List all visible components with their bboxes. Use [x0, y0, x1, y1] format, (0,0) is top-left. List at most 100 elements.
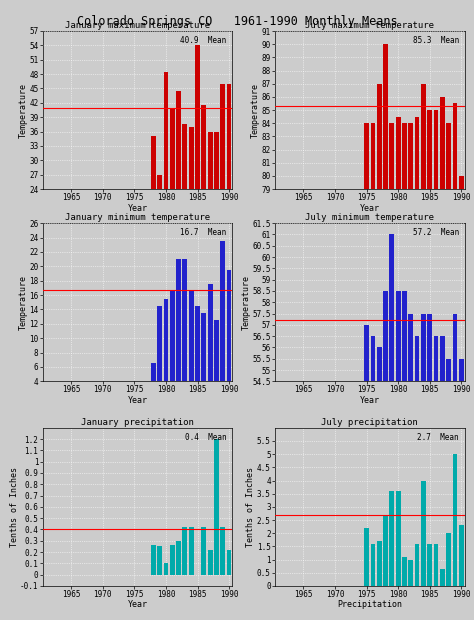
Title: July minimum temperature: July minimum temperature — [305, 213, 434, 223]
Bar — [390, 491, 394, 586]
Bar — [201, 105, 206, 304]
Bar — [390, 234, 394, 620]
Bar — [195, 306, 200, 410]
Bar — [176, 259, 181, 410]
Bar — [421, 84, 426, 620]
Bar — [227, 270, 231, 410]
Bar — [371, 336, 375, 620]
Bar — [364, 123, 369, 620]
Bar — [176, 541, 181, 575]
Bar — [170, 291, 174, 410]
Bar — [151, 545, 155, 575]
Bar — [409, 123, 413, 620]
Bar — [182, 125, 187, 304]
Bar — [208, 131, 212, 304]
X-axis label: Precipitation: Precipitation — [337, 600, 402, 609]
Bar — [364, 325, 369, 620]
Bar — [396, 291, 401, 620]
Bar — [157, 175, 162, 304]
Title: January precipitation: January precipitation — [81, 418, 194, 427]
Bar — [434, 544, 438, 586]
Text: 40.9  Mean: 40.9 Mean — [180, 36, 227, 45]
Bar — [440, 336, 445, 620]
Bar — [189, 127, 193, 304]
Bar — [402, 557, 407, 586]
Bar — [409, 559, 413, 586]
Bar — [421, 480, 426, 586]
Bar — [396, 491, 401, 586]
Y-axis label: Temperature: Temperature — [19, 82, 28, 138]
Bar — [459, 525, 464, 586]
Bar — [201, 313, 206, 410]
Title: January maximum temperature: January maximum temperature — [65, 21, 210, 30]
Bar — [214, 320, 219, 410]
Bar — [164, 299, 168, 410]
Bar — [421, 314, 426, 620]
Bar — [415, 336, 419, 620]
Bar — [157, 306, 162, 410]
Bar — [170, 108, 174, 304]
Bar — [377, 541, 382, 586]
Bar — [189, 291, 193, 410]
Bar — [434, 110, 438, 620]
Title: January minimum temperature: January minimum temperature — [65, 213, 210, 223]
Bar — [428, 110, 432, 620]
Bar — [447, 359, 451, 620]
Bar — [377, 84, 382, 620]
Bar — [409, 314, 413, 620]
Bar — [214, 439, 219, 575]
Text: Colorado Springs CO   1961-1990 Monthly Means: Colorado Springs CO 1961-1990 Monthly Me… — [77, 16, 397, 29]
Y-axis label: Tenths of Inches: Tenths of Inches — [9, 467, 18, 547]
Bar — [434, 336, 438, 620]
Y-axis label: Temperature: Temperature — [242, 275, 251, 330]
Bar — [428, 544, 432, 586]
Bar — [364, 528, 369, 586]
Bar — [447, 123, 451, 620]
Bar — [151, 136, 155, 304]
Bar — [157, 546, 162, 575]
Bar — [428, 314, 432, 620]
Text: 85.3  Mean: 85.3 Mean — [412, 36, 459, 45]
Bar — [402, 291, 407, 620]
Bar — [371, 123, 375, 620]
Bar — [440, 97, 445, 620]
Bar — [214, 131, 219, 304]
Bar — [402, 123, 407, 620]
Y-axis label: Temperature: Temperature — [251, 82, 260, 138]
X-axis label: Year: Year — [128, 396, 147, 405]
Bar — [170, 545, 174, 575]
Bar — [182, 259, 187, 410]
Bar — [182, 527, 187, 575]
Bar — [396, 117, 401, 620]
X-axis label: Year: Year — [128, 600, 147, 609]
Bar — [189, 527, 193, 575]
Bar — [164, 564, 168, 575]
Bar — [371, 544, 375, 586]
Bar — [220, 527, 225, 575]
Bar — [459, 176, 464, 620]
Bar — [377, 347, 382, 620]
Bar — [151, 363, 155, 410]
Bar — [453, 104, 457, 620]
Bar — [208, 285, 212, 410]
Text: 16.7  Mean: 16.7 Mean — [180, 228, 227, 237]
Y-axis label: Temperature: Temperature — [19, 275, 28, 330]
Bar — [227, 84, 231, 304]
Bar — [390, 123, 394, 620]
Bar — [208, 550, 212, 575]
Bar — [164, 72, 168, 304]
Bar — [220, 241, 225, 410]
Bar — [453, 454, 457, 586]
Text: 0.4  Mean: 0.4 Mean — [185, 433, 227, 441]
Bar — [220, 84, 225, 304]
Bar — [383, 291, 388, 620]
Bar — [176, 91, 181, 304]
Y-axis label: Tenths of Inches: Tenths of Inches — [246, 467, 255, 547]
Title: July precipitation: July precipitation — [321, 418, 418, 427]
Bar — [383, 515, 388, 586]
Bar — [447, 533, 451, 586]
Text: 2.7  Mean: 2.7 Mean — [417, 433, 459, 441]
X-axis label: Year: Year — [360, 396, 380, 405]
Bar — [459, 359, 464, 620]
Bar — [415, 117, 419, 620]
